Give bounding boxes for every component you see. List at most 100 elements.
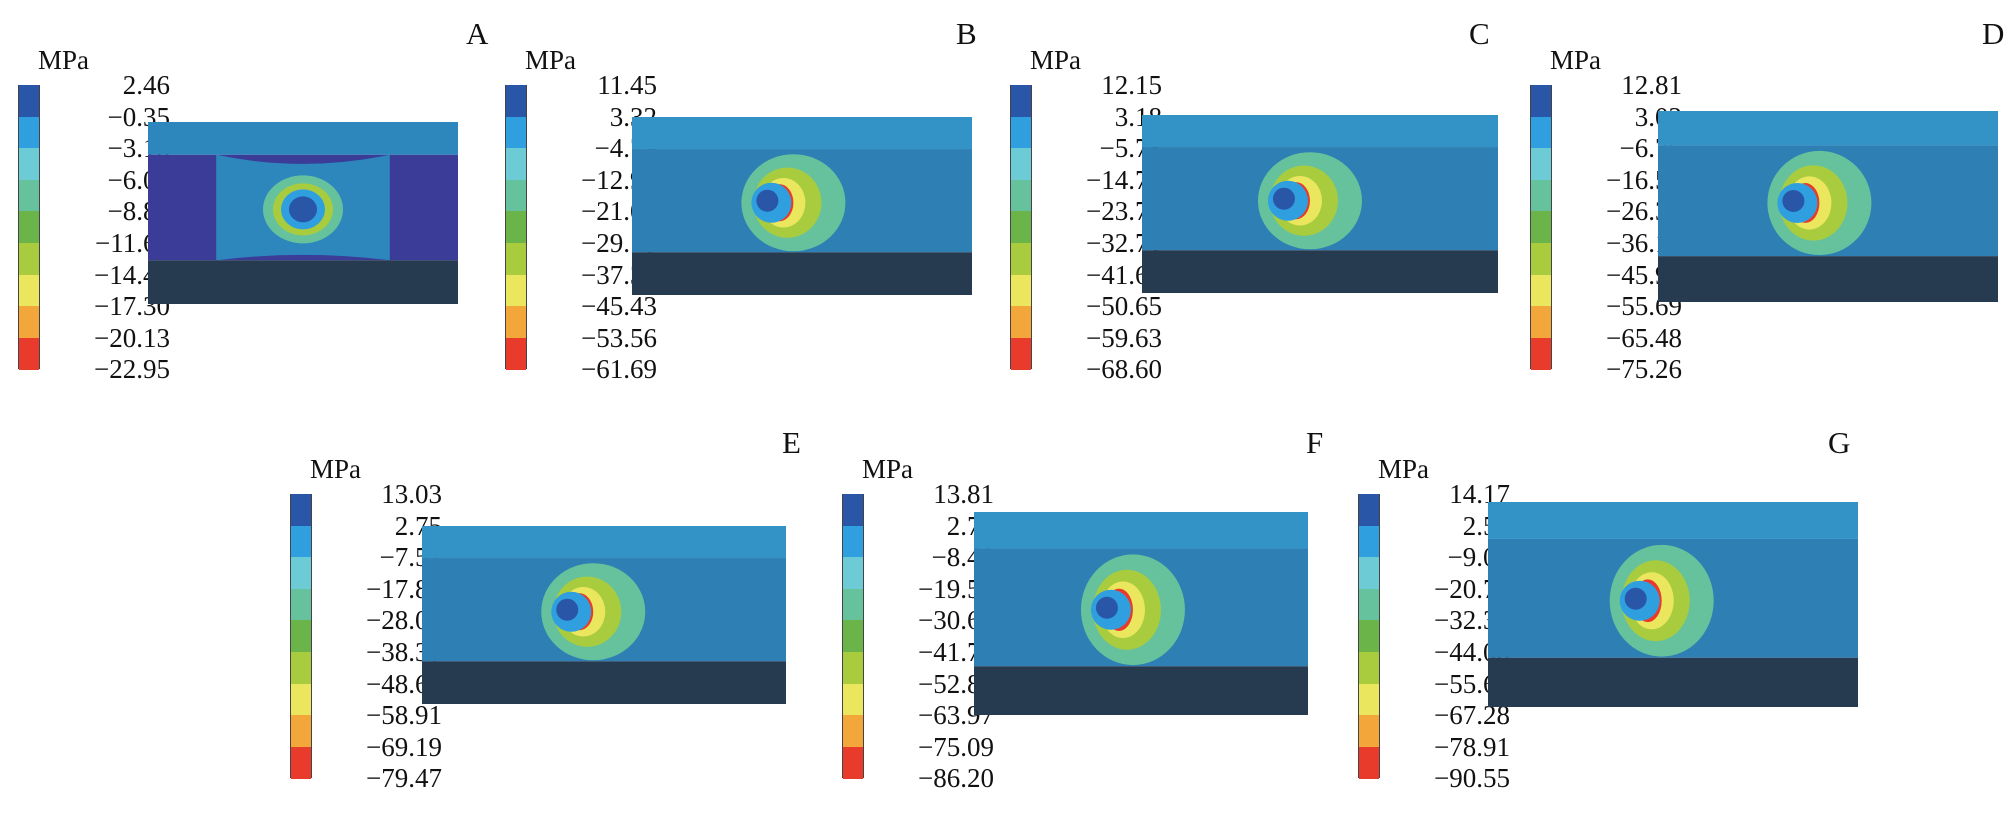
legend-tick-label: −75.09 [918,731,994,762]
legend-unit-label: MPa [525,45,577,75]
panel-letter: C [1469,16,1490,51]
panel-letter: G [1828,425,1851,460]
legend-swatch [1531,148,1551,181]
model-render [1488,502,1858,707]
color-legend-bar [290,494,312,779]
model-render [1142,115,1498,293]
legend-swatch [1531,85,1551,118]
legend-tick-label: −22.95 [94,354,170,385]
panel-letter: A [466,16,489,51]
legend-swatch [19,148,39,181]
legend-tick-label: −50.65 [1086,291,1162,322]
legend-swatch [291,715,311,748]
legend-swatch [1011,337,1031,370]
legend-swatch [1359,494,1379,527]
legend-tick-label: −68.60 [1086,354,1162,385]
legend-swatch [1359,525,1379,558]
color-legend-bar [1358,494,1380,779]
color-legend-bar [1530,85,1552,370]
legend-tick-label: 13.81 [933,479,994,509]
model-render [148,122,458,304]
legend-unit-label: MPa [1378,454,1430,484]
legend-swatch [291,620,311,653]
legend-swatch [506,179,526,212]
legend-swatch [291,557,311,590]
legend-swatch [1531,306,1551,339]
panel-letter: D [1982,16,2005,51]
legend-swatch [506,274,526,307]
legend-swatch [1359,746,1379,779]
top-face [422,526,786,559]
legend-tick-label: −75.26 [1606,354,1682,385]
legend-tick-label: 12.15 [1101,70,1162,100]
legend-unit-label: MPa [310,454,362,484]
bolt-center [556,598,579,621]
legend-swatch [843,588,863,621]
legend-swatch [19,337,39,370]
legend-swatch [1359,715,1379,748]
legend-swatch [19,274,39,307]
legend-swatch [1359,588,1379,621]
legend-swatch [19,243,39,276]
legend-swatch [1011,148,1031,181]
top-face [1658,111,1998,146]
legend-swatch [19,85,39,118]
bottom-face [422,661,786,704]
legend-tick-label: 12.81 [1621,70,1682,100]
bolt-head [289,196,317,223]
legend-swatch [1359,683,1379,716]
legend-tick-label: −53.56 [581,322,657,353]
legend-swatch [1531,179,1551,212]
panel-letter: F [1306,425,1324,460]
legend-tick-label: −58.91 [366,700,442,731]
legend-swatch [1359,620,1379,653]
legend-swatch [1011,85,1031,118]
legend-swatch [1011,274,1031,307]
legend-unit-label: MPa [38,45,90,75]
legend-tick-label: −69.19 [366,731,442,762]
legend-tick-label: 11.45 [597,70,657,100]
legend-tick-label: −20.13 [94,322,170,353]
legend-swatch [19,116,39,149]
legend-tick-label: −59.63 [1086,322,1162,353]
legend-swatch [843,746,863,779]
legend-unit-label: MPa [1550,45,1602,75]
bottom-face [1488,657,1858,707]
legend-swatch [1011,211,1031,244]
panel-letter: E [782,425,801,460]
legend-tick-label: −90.55 [1434,763,1510,794]
legend-swatch [506,116,526,149]
legend-swatch [506,243,526,276]
color-legend-bar [505,85,527,370]
legend-swatch [506,211,526,244]
legend-swatch [843,683,863,716]
bolt-center [1272,187,1295,210]
legend-swatch [1011,179,1031,212]
legend-swatch [1531,243,1551,276]
legend-unit-label: MPa [862,454,914,484]
model-render [422,526,786,704]
legend-swatch [1531,337,1551,370]
legend-swatch [19,306,39,339]
legend-swatch [843,494,863,527]
legend-swatch [843,525,863,558]
legend-unit-label: MPa [1030,45,1082,75]
legend-tick-label: 13.03 [381,479,442,509]
legend-tick-label: −86.20 [918,763,994,794]
color-legend-bar [18,85,40,370]
bottom-face [974,666,1308,715]
top-face [1488,502,1858,539]
bottom-face [632,252,972,295]
legend-swatch [291,494,311,527]
bottom-face [1142,250,1498,293]
legend-swatch [843,557,863,590]
legend-tick-label: 2.46 [122,70,170,100]
legend-tick-label: −78.91 [1434,731,1510,762]
legend-swatch [291,746,311,779]
bottom-face [148,260,458,304]
legend-tick-label: −79.47 [366,763,442,794]
bottom-face [1658,256,1998,302]
legend-swatch [1011,116,1031,149]
legend-swatch [1531,274,1551,307]
legend-swatch [1531,211,1551,244]
